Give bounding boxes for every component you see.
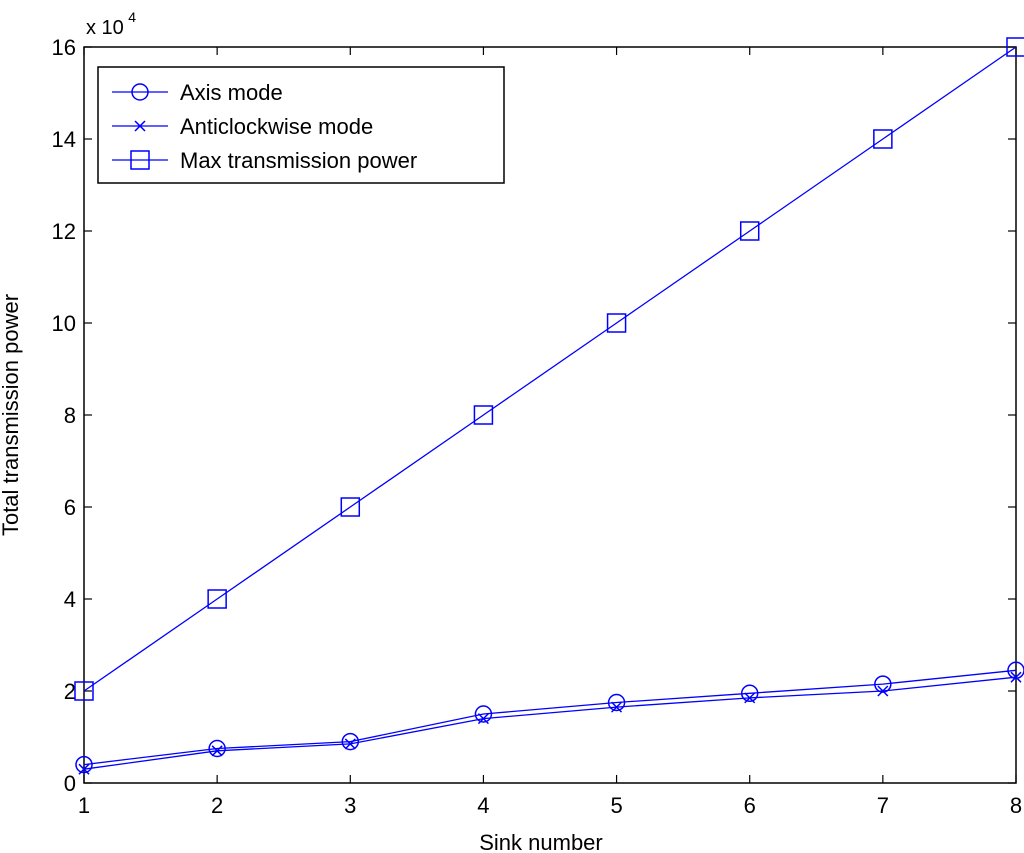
- series-axis-mode: [75, 661, 1024, 774]
- x-tick-label: 8: [1010, 793, 1022, 818]
- y-axis-label: Total transmission power: [0, 294, 23, 536]
- data-point-max-transmission-power: [1006, 37, 1024, 57]
- series-line-axis-mode: [83, 669, 1017, 766]
- series-max-transmission-power: [74, 37, 1024, 701]
- legend-label-anticlockwise-mode: Anticlockwise mode: [180, 114, 373, 139]
- legend-marker-max-transmission-power: [130, 150, 150, 170]
- y-tick-labels: 0 2 4 6 8 10 12 14 16: [52, 35, 76, 796]
- data-point-max-transmission-power: [873, 129, 893, 149]
- y-multiplier: x 10 4: [86, 9, 136, 39]
- legend-marker-anticlockwise-mode: [134, 120, 146, 132]
- y-tick-label: 0: [64, 771, 76, 796]
- y-tick-label: 10: [52, 311, 76, 336]
- data-point-anticlockwise-mode: [78, 763, 90, 775]
- data-point-max-transmission-power: [606, 313, 627, 333]
- legend-items: Axis mode Anticlockwise mode Max transmiss…: [112, 80, 417, 173]
- data-point-anticlockwise-mode: [477, 713, 489, 725]
- data-point-axis-mode: [208, 739, 226, 758]
- y-tick-label: 4: [64, 587, 76, 612]
- y-multiplier-base: x 10: [86, 17, 124, 39]
- y-multiplier-exponent: 4: [128, 9, 136, 25]
- data-point-axis-mode: [341, 732, 360, 751]
- legend-marker-axis-mode: [131, 83, 149, 101]
- data-point-axis-mode: [1007, 661, 1024, 680]
- x-tick-label: 7: [877, 793, 889, 818]
- series-layer: [74, 37, 1024, 775]
- data-point-max-transmission-power: [207, 589, 227, 609]
- x-axis-label: Sink number: [479, 830, 603, 853]
- data-point-axis-mode: [474, 705, 493, 723]
- legend-item-max-transmission-power: Max transmission power: [112, 148, 417, 173]
- data-point-max-transmission-power: [739, 221, 760, 241]
- data-point-max-transmission-power: [473, 405, 494, 425]
- y-tick-label: 2: [64, 679, 76, 704]
- legend-item-anticlockwise-mode: Anticlockwise mode: [112, 114, 373, 139]
- y-tick-label: 12: [52, 219, 76, 244]
- data-point-axis-mode: [607, 693, 626, 712]
- data-point-max-transmission-power: [340, 497, 361, 517]
- data-point-max-transmission-power: [74, 681, 94, 701]
- data-point-anticlockwise-mode: [211, 745, 223, 757]
- x-tick-labels: 1 2 3 4 5 6 7 8: [78, 793, 1022, 818]
- data-point-anticlockwise-mode: [1010, 671, 1022, 683]
- series-line-anticlockwise-mode: [83, 676, 1017, 770]
- y-tick-label: 8: [64, 403, 76, 428]
- data-point-axis-mode: [740, 684, 759, 703]
- x-tick-label: 2: [211, 793, 223, 818]
- legend-item-axis-mode: Axis mode: [112, 80, 283, 105]
- x-tick-label: 1: [78, 793, 90, 818]
- data-point-axis-mode: [874, 675, 892, 693]
- legend-box: [97, 66, 505, 184]
- y-tick-label: 6: [64, 495, 76, 520]
- x-tick-label: 4: [477, 793, 489, 818]
- legend-label-axis-mode: Axis mode: [180, 80, 283, 105]
- x-tick-label: 6: [744, 793, 756, 818]
- x-tick-label: 5: [610, 793, 622, 818]
- data-point-anticlockwise-mode: [344, 738, 356, 750]
- legend-label-max-transmission-power: Max transmission power: [180, 148, 417, 173]
- data-point-axis-mode: [75, 755, 93, 774]
- series-line-max-transmission-power: [83, 46, 1017, 692]
- legend: Axis mode Anticlockwise mode Max transmiss…: [97, 66, 505, 184]
- axis-ticks: [83, 46, 1017, 784]
- data-point-anticlockwise-mode: [877, 685, 889, 697]
- data-point-anticlockwise-mode: [611, 701, 623, 713]
- y-tick-label: 16: [52, 35, 76, 60]
- series-anticlockwise-mode: [78, 671, 1022, 775]
- x-tick-label: 3: [344, 793, 356, 818]
- y-tick-label: 14: [52, 127, 76, 152]
- data-point-anticlockwise-mode: [744, 692, 756, 704]
